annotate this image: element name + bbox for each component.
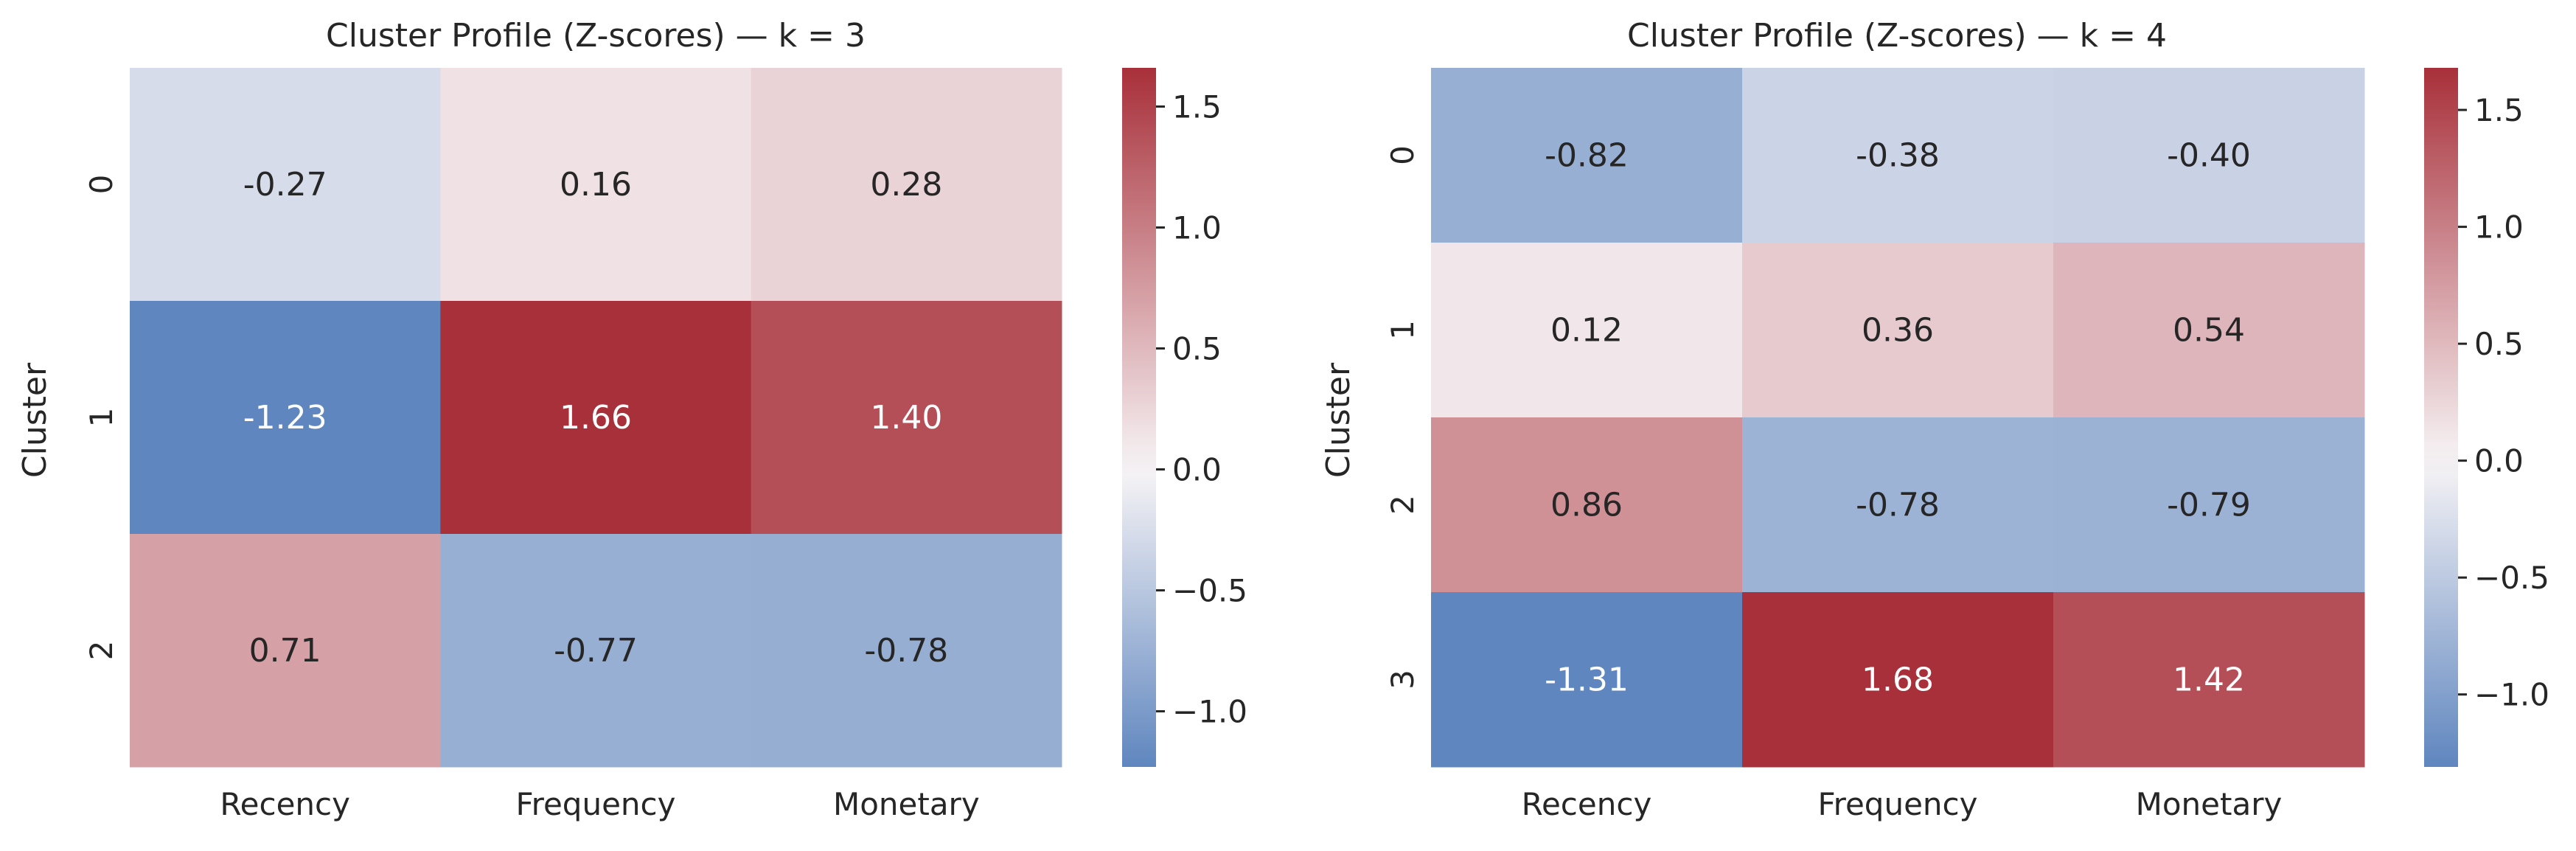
colorbar-tick-label: 1.5 [2474, 92, 2524, 128]
y-tick-label: 2 [1385, 495, 1421, 515]
heatmap-cell [2053, 417, 2365, 593]
x-tick-label: Monetary [833, 786, 980, 822]
heatmap-cell [440, 301, 752, 535]
x-tick-label: Recency [220, 786, 350, 822]
cell-value-label: -1.23 [243, 399, 327, 437]
y-axis-label: Cluster [1320, 362, 1357, 478]
y-tick-labels: 0 1 2 3 [1385, 145, 1421, 690]
x-tick-labels: Recency Frequency Monetary [220, 786, 979, 822]
heatmap-cell [2053, 68, 2365, 243]
heatmap-cell [440, 68, 752, 302]
chart-title: Cluster Profile (Z-scores) — k = 4 [1627, 17, 2167, 55]
x-tick-label: Recency [1522, 786, 1652, 822]
colorbar-tick-label: −0.5 [2474, 560, 2549, 596]
cell-value-label: 0.16 [560, 166, 632, 204]
cell-value-label: -0.78 [864, 632, 948, 670]
y-tick-label: 3 [1385, 670, 1421, 690]
cell-value-label: -0.27 [243, 166, 327, 204]
cell-value-label: 1.42 [2173, 661, 2245, 699]
heatmap-cell [1742, 592, 2054, 768]
y-tick-label: 0 [83, 175, 119, 195]
heatmap-cell [2053, 243, 2365, 418]
colorbar-tick-label: 0.5 [2474, 326, 2524, 362]
colorbar-gradient [2424, 68, 2458, 767]
heatmap-cell [751, 68, 1062, 302]
heatmap-panel-k3: Cluster Profile (Z-scores) — k = 3 -0.27… [16, 17, 1247, 822]
cell-value-label: 1.40 [870, 399, 942, 437]
cell-value-label: -0.79 [2167, 487, 2251, 524]
cell-value-label: 0.12 [1550, 312, 1623, 350]
heatmap-cell [1742, 243, 2054, 418]
cell-value-label: -0.77 [554, 632, 638, 670]
colorbar-tick-label: 1.5 [1172, 88, 1222, 125]
cell-value-label: 0.28 [870, 166, 942, 204]
y-tick-label: 1 [1385, 320, 1421, 340]
y-tick-label: 2 [83, 641, 119, 661]
heatmap-cell [1431, 592, 1743, 768]
cell-value-label: 0.54 [2173, 312, 2245, 350]
y-tick-labels: 0 1 2 [83, 175, 119, 661]
heatmap-panel-k4: Cluster Profile (Z-scores) — k = 4 -0.82… [1320, 17, 2549, 822]
heatmap-cell [1742, 417, 2054, 593]
cell-value-label: 0.71 [249, 632, 321, 670]
colorbar: 1.5 1.0 0.5 0.0 −0.5 −1.0 [2424, 68, 2549, 767]
colorbar-tick-label: −1.0 [2474, 677, 2549, 713]
colorbar-tick-label: 1.0 [1172, 209, 1222, 246]
heatmap-cells: -0.27 0.16 0.28 -1.23 1.66 1.40 0.71 -0.77 -0.78 [130, 68, 1062, 768]
heatmap-cell [1431, 417, 1743, 593]
colorbar-gradient [1122, 68, 1156, 767]
y-tick-label: 0 [1385, 145, 1421, 165]
y-tick-label: 1 [83, 408, 119, 428]
heatmap-cell [1431, 68, 1743, 243]
colorbar-tick-label: 0.5 [1172, 331, 1222, 367]
heatmap-cell [130, 534, 441, 768]
heatmap-cells: -0.82 -0.38 -0.40 0.12 0.36 0.54 0.86 -0.78 -0.7… [1431, 68, 2365, 768]
chart-title: Cluster Profile (Z-scores) — k = 3 [326, 17, 866, 55]
x-tick-labels: Recency Frequency Monetary [1522, 786, 2283, 822]
colorbar-tick-label: −1.0 [1172, 694, 1247, 730]
colorbar-tick-label: 0.0 [2474, 443, 2524, 479]
colorbar-tick-label: 1.0 [2474, 209, 2524, 246]
colorbar: 1.5 1.0 0.5 0.0 −0.5 −1.0 [1122, 68, 1247, 767]
cell-value-label: 1.68 [1862, 661, 1934, 699]
cell-value-label: -0.82 [1545, 137, 1629, 175]
cell-value-label: -0.40 [2167, 137, 2251, 175]
colorbar-tick-label: 0.0 [1172, 452, 1222, 488]
cell-value-label: 0.36 [1862, 312, 1934, 350]
cell-value-label: -1.31 [1545, 661, 1629, 699]
heatmap-cell [751, 534, 1062, 768]
x-tick-label: Monetary [2136, 786, 2283, 822]
heatmap-cell [2053, 592, 2365, 768]
cell-value-label: 1.66 [560, 399, 632, 437]
heatmap-cell [440, 534, 752, 768]
heatmap-cell [130, 301, 441, 535]
cell-value-label: -0.78 [1856, 487, 1940, 524]
heatmap-cell [1431, 243, 1743, 418]
heatmap-cell [1742, 68, 2054, 243]
y-axis-label: Cluster [16, 362, 54, 478]
x-tick-label: Frequency [1818, 786, 1978, 822]
heatmap-cell [130, 68, 441, 302]
colorbar-tick-label: −0.5 [1172, 573, 1247, 609]
cell-value-label: 0.86 [1550, 487, 1623, 524]
cell-value-label: -0.38 [1856, 137, 1940, 175]
x-tick-label: Frequency [516, 786, 676, 822]
heatmap-cell [751, 301, 1062, 535]
